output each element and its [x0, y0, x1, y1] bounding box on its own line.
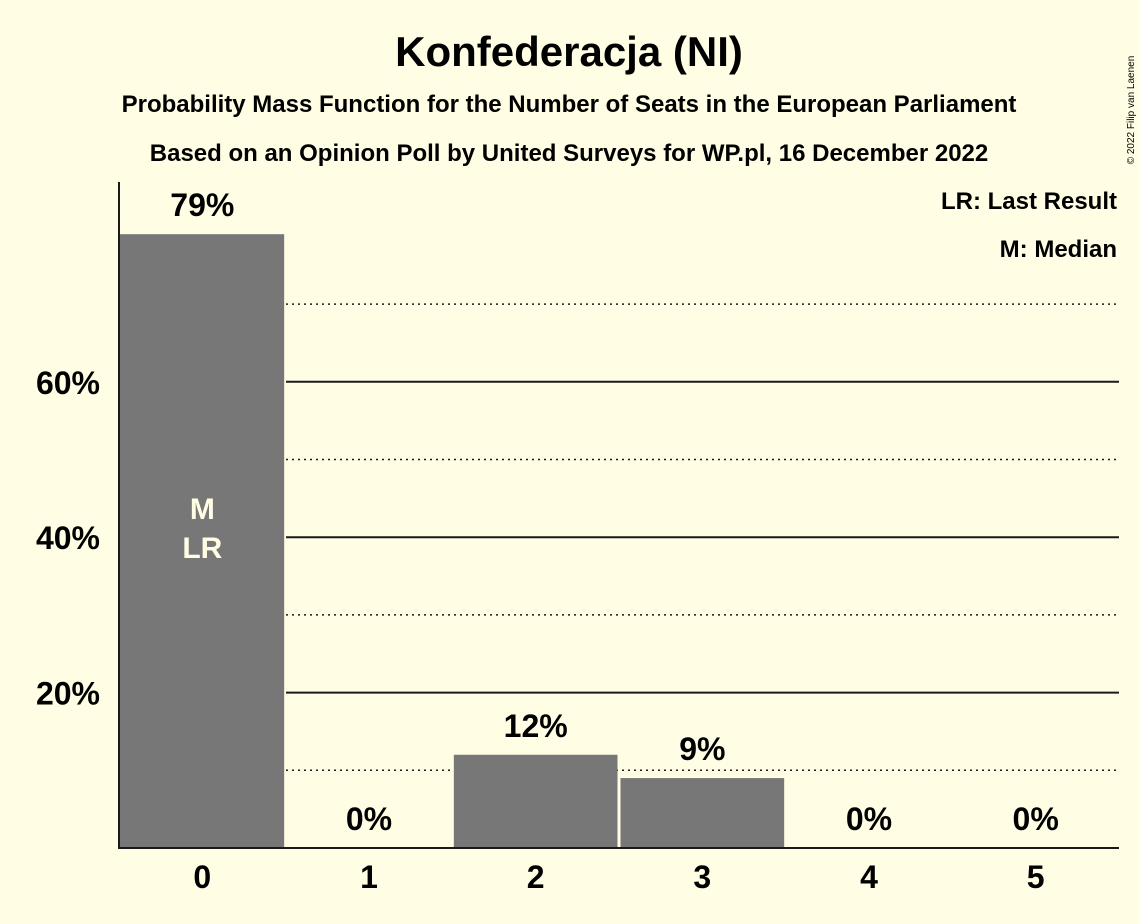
value-label-1: 0%	[346, 801, 392, 837]
x-tick-label-1: 1	[360, 859, 378, 895]
bar-2	[453, 754, 618, 848]
legend-median: M: Median	[1000, 236, 1117, 263]
chart-subtitle-1: Probability Mass Function for the Number…	[122, 91, 1017, 118]
bar-3	[620, 778, 785, 848]
x-tick-label-3: 3	[693, 859, 711, 895]
value-label-2: 12%	[504, 708, 568, 744]
copyright-text: © 2022 Filip van Laenen	[1126, 56, 1137, 165]
y-tick-label-20: 20%	[36, 676, 100, 712]
x-tick-label-5: 5	[1027, 859, 1045, 895]
chart-title: Konfederacja (NI)	[395, 28, 743, 75]
y-axis-ticks: 20% 40% 60%	[36, 365, 100, 712]
bar-0	[120, 234, 285, 849]
x-tick-label-2: 2	[527, 859, 545, 895]
value-label-5: 0%	[1013, 801, 1059, 837]
marker-m: M	[190, 493, 215, 526]
value-label-4: 0%	[846, 801, 892, 837]
x-tick-label-0: 0	[193, 859, 211, 895]
x-axis-ticks: 0 1 2 3 4 5	[193, 859, 1044, 895]
value-label-3: 9%	[679, 731, 725, 767]
legend-last-result: LR: Last Result	[941, 188, 1117, 215]
chart-subtitle-2: Based on an Opinion Poll by United Surve…	[150, 140, 988, 167]
x-tick-label-4: 4	[860, 859, 878, 895]
bars: 79% 0% 12% 9% 0% 0% M LR	[120, 187, 1059, 849]
value-label-0: 79%	[170, 187, 234, 223]
marker-lr: LR	[182, 532, 222, 565]
gridlines	[286, 303, 1119, 772]
y-tick-label-60: 60%	[36, 365, 100, 401]
y-tick-label-40: 40%	[36, 520, 100, 556]
